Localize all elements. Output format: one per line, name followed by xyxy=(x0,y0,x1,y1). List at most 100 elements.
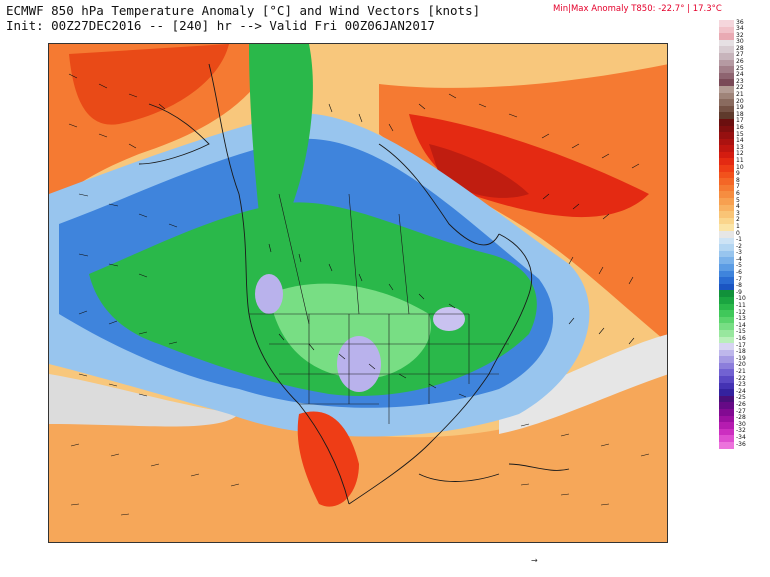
minmax-anomaly: Min|Max Anomaly T850: -22.7° | 17.3°C xyxy=(553,4,722,14)
colorbar-label: -26 xyxy=(736,400,746,408)
colorbar-swatch xyxy=(719,402,734,410)
colorbar-row: -26 xyxy=(719,400,770,410)
colorbar-label: -7 xyxy=(736,275,742,283)
colorbar-swatch xyxy=(719,204,734,212)
colorbar-swatch xyxy=(719,145,734,152)
colorbar-row: -22 xyxy=(719,375,770,383)
colorbar-label: -12 xyxy=(736,308,746,316)
colorbar-label: 26 xyxy=(736,58,744,66)
colorbar-label: 27 xyxy=(736,51,744,59)
colorbar-label: -13 xyxy=(736,315,746,323)
colorbar-swatch xyxy=(719,356,734,363)
colorbar-swatch xyxy=(719,158,734,166)
colorbar-row: -36 xyxy=(719,441,770,449)
colorbar-label: 32 xyxy=(736,31,744,39)
colorbar-label: -20 xyxy=(736,361,746,369)
colorbar-row: 28 xyxy=(719,45,770,53)
max-value: 17.3°C xyxy=(692,4,722,14)
lavender-core-1 xyxy=(337,336,381,392)
colorbar-label: -18 xyxy=(736,348,746,356)
colorbar-row: 14 xyxy=(719,137,770,146)
colorbar-row: -3 xyxy=(719,249,770,258)
colorbar-row: 20 xyxy=(719,98,770,106)
colorbar-label: 21 xyxy=(736,91,744,99)
colorbar-label: 1 xyxy=(736,222,740,230)
colorbar-label: 13 xyxy=(736,143,744,151)
colorbar-label: -25 xyxy=(736,394,746,402)
colorbar-swatch xyxy=(719,329,734,337)
colorbar-row: -24 xyxy=(719,388,770,396)
colorbar-label: -5 xyxy=(736,262,742,270)
colorbar-row: -10 xyxy=(719,295,770,304)
colorbar-row: -7 xyxy=(719,275,770,284)
colorbar-swatch xyxy=(719,263,734,271)
colorbar-row: 19 xyxy=(719,104,770,113)
colorbar-label: -11 xyxy=(736,302,746,310)
colorbar-label: 22 xyxy=(736,84,744,92)
cold-light-green xyxy=(269,283,431,379)
colorbar-row: -11 xyxy=(719,302,770,311)
colorbar-swatch xyxy=(719,20,734,27)
colorbar-swatch xyxy=(719,72,734,80)
colorbar-label: -9 xyxy=(736,288,742,296)
colorbar-row: -1 xyxy=(719,236,770,245)
colorbar-swatch xyxy=(719,165,734,172)
colorbar-swatch xyxy=(719,85,734,93)
colorbar-swatch xyxy=(719,303,734,311)
colorbar-label: 36 xyxy=(736,18,744,26)
colorbar-swatch xyxy=(719,435,734,442)
colorbar-swatch xyxy=(719,250,734,258)
lavender-core-3 xyxy=(433,307,465,331)
colorbar-swatch xyxy=(719,382,734,390)
colorbar-label: 4 xyxy=(736,203,740,211)
colorbar-row: -5 xyxy=(719,262,770,271)
colorbar-swatch xyxy=(719,415,734,423)
colorbar-label: -3 xyxy=(736,249,742,257)
colorbar-label: 9 xyxy=(736,170,740,178)
colorbar-swatch xyxy=(719,46,734,53)
colorbar-label: -15 xyxy=(736,328,746,336)
colorbar-swatch xyxy=(719,151,734,159)
colorbar-swatch xyxy=(719,442,734,449)
colorbar-row: 26 xyxy=(719,58,770,67)
colorbar-swatch xyxy=(719,290,734,297)
colorbar-row: 18 xyxy=(719,111,770,119)
colorbar-row: 32 xyxy=(719,31,770,40)
colorbar-row: -30 xyxy=(719,420,770,429)
colorbar-label: -8 xyxy=(736,282,742,290)
colorbar-row: 8 xyxy=(719,176,770,185)
cold-green-north xyxy=(249,44,313,214)
colorbar-row: -32 xyxy=(719,427,770,436)
colorbar-swatch xyxy=(719,362,734,370)
colorbar-row: 4 xyxy=(719,203,770,212)
colorbar-row: 25 xyxy=(719,65,770,73)
colorbar-label: -28 xyxy=(736,414,746,422)
colorbar-swatch xyxy=(719,178,734,185)
colorbar-label: -6 xyxy=(736,269,742,277)
gray-band-east xyxy=(499,334,667,434)
colorbar-label: 17 xyxy=(736,117,744,125)
colorbar-label: 10 xyxy=(736,163,744,171)
title-line-1: ECMWF 850 hPa Temperature Anomaly [°C] a… xyxy=(6,3,481,18)
colorbar-label: 12 xyxy=(736,150,744,158)
lavender-core-2 xyxy=(255,274,283,314)
colorbar-label: 8 xyxy=(736,176,740,184)
colorbar-row: 9 xyxy=(719,170,770,179)
colorbar-swatch xyxy=(719,270,734,278)
colorbar-row: 0 xyxy=(719,230,770,238)
colorbar-row: 27 xyxy=(719,51,770,60)
borders xyxy=(249,193,509,424)
colorbar-row: 10 xyxy=(719,163,770,172)
colorbar-label: -30 xyxy=(736,420,746,428)
colorbar-row: 15 xyxy=(719,131,770,139)
colorbar-label: -14 xyxy=(736,321,746,329)
colorbar-swatch xyxy=(719,39,734,47)
colorbar-swatch xyxy=(719,33,734,40)
colorbar-row: 13 xyxy=(719,143,770,152)
colorbar-label: 19 xyxy=(736,104,744,112)
colorbar-row: -18 xyxy=(719,348,770,357)
colorbar-label: -27 xyxy=(736,407,746,415)
colorbar-row: -15 xyxy=(719,328,770,337)
gray-band-west xyxy=(49,374,239,427)
map-svg xyxy=(49,44,667,542)
